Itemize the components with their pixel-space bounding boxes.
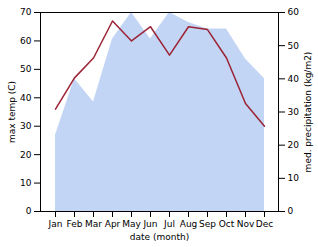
svg-text:Apr: Apr (105, 219, 121, 229)
svg-text:Oct: Oct (219, 219, 235, 229)
svg-text:60: 60 (20, 36, 32, 46)
svg-text:max temp (C): max temp (C) (7, 81, 17, 143)
svg-text:Aug: Aug (180, 219, 198, 229)
svg-text:Mar: Mar (85, 219, 102, 229)
svg-text:20: 20 (20, 150, 32, 160)
svg-text:Jun: Jun (142, 219, 157, 229)
svg-text:40: 40 (288, 74, 300, 84)
svg-text:May: May (122, 219, 141, 229)
svg-text:10: 10 (20, 178, 32, 188)
svg-text:Jul: Jul (163, 219, 175, 229)
svg-text:50: 50 (20, 64, 32, 74)
svg-text:20: 20 (288, 140, 300, 150)
svg-text:70: 70 (20, 7, 32, 17)
svg-text:Jan: Jan (48, 219, 63, 229)
svg-text:30: 30 (288, 107, 300, 117)
svg-text:0: 0 (288, 206, 294, 216)
svg-text:30: 30 (20, 121, 32, 131)
svg-text:10: 10 (288, 173, 300, 183)
svg-text:Nov: Nov (237, 219, 255, 229)
svg-text:60: 60 (288, 7, 300, 17)
svg-text:med. precipitation (kg/m2): med. precipitation (kg/m2) (303, 52, 313, 173)
svg-text:50: 50 (288, 41, 300, 51)
svg-text:0: 0 (26, 206, 32, 216)
svg-text:Sep: Sep (199, 219, 216, 229)
svg-text:date (month): date (month) (130, 232, 189, 242)
svg-text:Dec: Dec (256, 219, 273, 229)
svg-text:Feb: Feb (67, 219, 83, 229)
svg-text:40: 40 (20, 93, 32, 103)
